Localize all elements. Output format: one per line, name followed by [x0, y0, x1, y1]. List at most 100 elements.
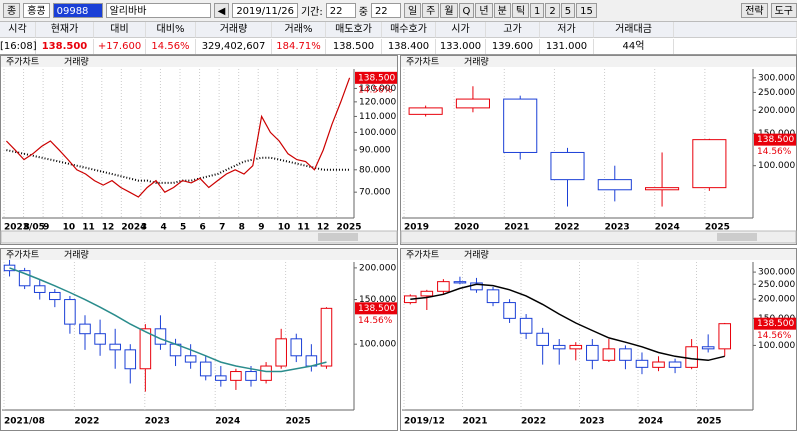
candle-body — [619, 348, 632, 361]
candle-body — [453, 281, 467, 284]
candle-body — [124, 349, 137, 370]
panel-frame — [400, 248, 797, 431]
y-tick-label: 90.000 — [359, 146, 391, 156]
candle-body — [3, 264, 16, 272]
candle-body — [550, 151, 585, 181]
x-tick-label: 10 — [278, 223, 291, 233]
unit-button[interactable]: Q — [458, 3, 475, 18]
candle-body — [718, 323, 732, 350]
unit-button[interactable]: 분 — [493, 3, 511, 18]
candle-body — [215, 375, 227, 381]
candle-body — [602, 348, 616, 361]
last-price: 138.500 — [358, 304, 395, 314]
change-rate: 14.56% — [757, 147, 792, 157]
code-input[interactable]: 09988 — [52, 3, 103, 18]
unit-button[interactable]: 월 — [440, 3, 458, 18]
tab-bar — [401, 249, 796, 260]
quote-cell: 138.400 — [382, 38, 436, 54]
x-tick-label: 2024 — [215, 417, 240, 427]
x-tick-label: 2022 — [521, 417, 546, 427]
y-tick-label: 250.000 — [758, 88, 795, 98]
menu-button[interactable]: 전략 — [741, 3, 768, 18]
period-label: 기간: — [300, 7, 323, 18]
scrollbar — [400, 230, 797, 244]
candle-body — [275, 338, 287, 367]
candle-body — [652, 361, 665, 368]
tab: 거래량 — [464, 249, 489, 261]
quote-header: 매도호가 — [326, 22, 382, 38]
x-tick-label: 2022 — [554, 223, 579, 233]
unit-button[interactable]: 15 — [576, 3, 597, 18]
change-rate: 14.56% — [757, 331, 792, 341]
quote-header: 현재가 — [36, 22, 94, 38]
stock-name: 알리바바 — [105, 3, 211, 18]
quote-header: 매수호가 — [382, 22, 436, 38]
candle-body — [230, 371, 242, 381]
tab: 거래량 — [64, 249, 89, 261]
x-tick-label: 2019/12 — [404, 417, 445, 427]
period-input[interactable]: 22 — [325, 3, 356, 18]
x-tick-label: 12 — [102, 223, 115, 233]
candle-body — [486, 289, 500, 304]
line-series — [5, 77, 351, 198]
candle-body — [169, 343, 182, 357]
candle-body — [437, 281, 450, 292]
x-tick-label: 9 — [43, 223, 49, 233]
scrollbar — [0, 230, 398, 244]
candle-body — [692, 139, 727, 189]
x-tick-label: 2023 — [605, 223, 630, 233]
candle-body — [245, 371, 257, 381]
candle-body — [569, 344, 583, 350]
candle-body — [470, 282, 483, 291]
quote-cell: 131.000 — [540, 38, 594, 54]
type-button[interactable]: 종 — [3, 3, 21, 18]
tab: 거래량 — [464, 56, 489, 68]
candle-body — [139, 328, 152, 370]
candle-body — [79, 323, 91, 335]
tab-bar — [1, 56, 397, 67]
candle-body — [552, 344, 566, 350]
unit-button[interactable]: 주 — [422, 3, 440, 18]
candle-body — [408, 107, 443, 115]
prev-button[interactable]: ◀ — [213, 3, 230, 18]
x-tick-label: 3 — [141, 223, 147, 233]
last-price-box — [754, 317, 796, 330]
x-tick-label: 2021 — [463, 417, 488, 427]
unit-button[interactable]: 틱 — [511, 3, 530, 18]
x-tick-label: 11 — [82, 223, 95, 233]
menu-button[interactable]: 도구 — [770, 3, 797, 18]
mid-input[interactable]: 22 — [370, 3, 401, 18]
date-input[interactable]: 2019/11/26 — [232, 3, 298, 18]
unit-button[interactable]: 일 — [403, 3, 422, 18]
y-tick-label: 200.000 — [359, 263, 396, 273]
tab-bar — [1, 249, 397, 260]
scroll-thumb — [717, 233, 757, 241]
quote-header: 대비% — [146, 22, 196, 38]
x-tick-label: 11 — [297, 223, 310, 233]
quote-header: 시각 — [0, 22, 36, 38]
y-tick-label: 250.000 — [758, 280, 795, 290]
unit-button[interactable]: 5 — [560, 3, 576, 18]
unit-button[interactable]: 2 — [545, 3, 560, 18]
filler — [674, 22, 797, 38]
unit-button[interactable]: 1 — [530, 3, 545, 18]
x-tick-label: 8 — [24, 223, 30, 233]
candle-body — [645, 187, 680, 191]
quote-cell: 14.56% — [146, 38, 196, 54]
quote-header: 거래량 — [196, 22, 272, 38]
unit-button[interactable]: 년 — [475, 3, 493, 18]
x-tick-label: 12 — [317, 223, 330, 233]
last-price-box — [754, 133, 796, 146]
quote-cell: 329,402,607 — [196, 38, 272, 54]
candle-body — [455, 98, 490, 109]
candle-body — [503, 302, 516, 319]
quote-cell: 139.600 — [486, 38, 540, 54]
quote-table: 시각 현재가 대비 대비% 거래량 거래% 매도호가 매수호가 시가 고가 저가 거래대금 [16:08… — [0, 22, 797, 55]
x-tick-label: 2021/08 — [4, 417, 45, 427]
candle-body — [420, 290, 434, 297]
market-select[interactable]: 홍콩 — [23, 3, 50, 18]
tab: 주가차트 — [406, 56, 439, 68]
candle-body — [503, 98, 538, 153]
line-series — [6, 149, 350, 184]
